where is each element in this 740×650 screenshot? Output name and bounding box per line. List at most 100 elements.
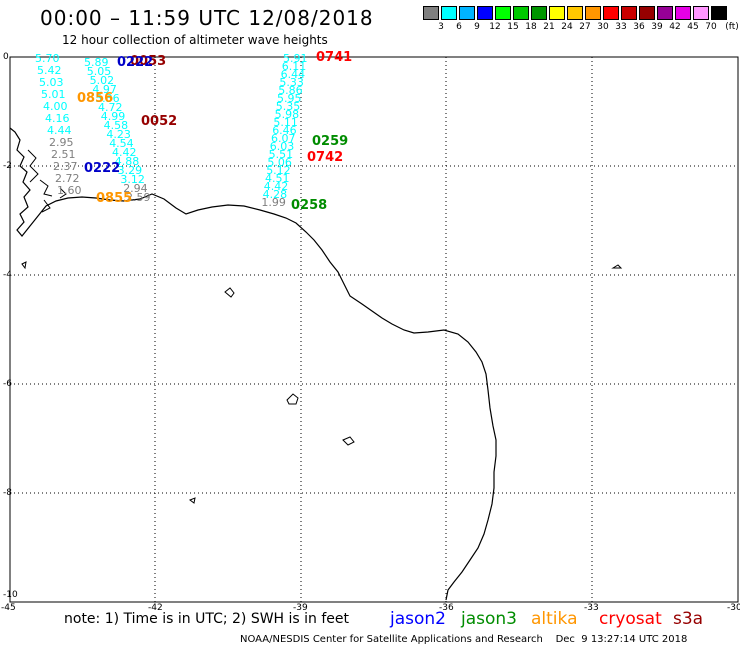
wave-height-value: 4.54 (109, 137, 134, 150)
wave-height-value: 4.99 (100, 110, 126, 123)
wave-height-value: 5.98 (274, 108, 300, 121)
wave-height-value: 5.06 (267, 156, 292, 169)
satellite-name: jason2 (390, 609, 446, 629)
legend-swatch (639, 6, 655, 20)
wave-height-value: 4.23 (106, 128, 131, 141)
satellite-name: altika (531, 609, 578, 629)
latitude-label: -8 (3, 488, 12, 498)
wave-height-value: 5.70 (35, 52, 60, 65)
legend-unit-label: (ft) (725, 22, 739, 32)
legend-level-label: 39 (651, 22, 663, 32)
legend-swatch (621, 6, 637, 20)
wave-height-value: 4.97 (92, 83, 117, 96)
legend-level-label: 18 (525, 22, 537, 32)
island (224, 287, 235, 298)
wave-height-value: 4.28 (262, 188, 288, 201)
wave-height-value: 5.95 (277, 92, 302, 105)
longitude-label: -45 (1, 603, 16, 613)
wave-height-value: 1.60 (57, 184, 82, 197)
latitude-label: -4 (3, 270, 12, 280)
wave-height-value: 2.59 (126, 191, 151, 204)
wave-height-value: 5.42 (37, 64, 62, 77)
legend-level-label: 70 (705, 22, 717, 32)
pass-time-label: 0222 (117, 55, 154, 70)
wave-height-value: 2.37 (53, 160, 78, 173)
wave-height-value: 3.29 (117, 164, 143, 177)
legend-swatch (549, 6, 565, 20)
latitude-label: -6 (3, 379, 12, 389)
legend-level-label: 6 (456, 22, 462, 32)
pass-time-label: 0856 (77, 91, 114, 106)
wave-height-value: 5.86 (278, 84, 303, 97)
wave-height-value: 4.00 (43, 100, 68, 113)
wave-height-value: 5.03 (39, 76, 64, 89)
legend-swatch (441, 6, 457, 20)
latitude-label: -10 (3, 590, 18, 600)
legend-level-label: 15 (507, 22, 519, 32)
legend-swatch (477, 6, 493, 20)
wave-height-value: 5.35 (275, 100, 301, 113)
map-frame (9, 56, 739, 603)
wave-height-value: 4.58 (103, 119, 129, 132)
legend-swatch (711, 6, 727, 20)
pass-time-label: 0742 (307, 150, 344, 165)
wave-height-value: 5.91 (283, 52, 308, 65)
pass-time-label: 0052 (141, 114, 178, 129)
pass-time-label: 0741 (316, 50, 353, 65)
island (286, 393, 299, 405)
legend-level-label: 36 (633, 22, 645, 32)
wave-height-value: 4.16 (45, 112, 70, 125)
wave-height-value: 2.51 (51, 148, 76, 161)
pass-time-label: 0053 (130, 54, 167, 69)
wave-height-value: 6.11 (281, 60, 307, 73)
wave-height-value: 5.33 (279, 76, 304, 89)
pass-time-label: 0222 (84, 161, 121, 176)
wave-height-value: 3.12 (120, 173, 145, 186)
satellite-name: s3a (673, 609, 704, 629)
legend-swatch (567, 6, 583, 20)
legend-swatch (459, 6, 475, 20)
wave-height-value: 5.02 (89, 74, 115, 87)
legend-swatch (603, 6, 619, 20)
wave-height-value: 6.03 (269, 140, 295, 153)
longitude-label: -30 (727, 603, 740, 613)
wave-height-value: 6.44 (280, 68, 306, 81)
wave-height-value: 6.07 (271, 132, 296, 145)
footer-note: note: 1) Time is in UTC; 2) SWH is in fe… (64, 611, 350, 627)
credit-line: NOAA/NESDIS Center for Satellite Applica… (240, 634, 688, 645)
legend-level-label: 33 (615, 22, 627, 32)
pass-time-label: 0855 (96, 191, 133, 206)
coastline (9, 127, 497, 601)
page-title: 00:00 – 11:59 UTC 12/08/2018 (40, 6, 374, 30)
wave-height-value: 4.72 (98, 101, 123, 114)
legend-swatch (495, 6, 511, 20)
wave-height-value: 4.88 (114, 155, 140, 168)
island (611, 264, 623, 269)
legend-swatch (585, 6, 601, 20)
legend-level-label: 45 (687, 22, 699, 32)
longitude-label: -39 (293, 603, 308, 613)
wave-height-value: 4.42 (112, 146, 137, 159)
coastline-detail (27, 149, 67, 213)
legend-swatch (675, 6, 691, 20)
wave-height-value: 4.44 (47, 124, 72, 137)
longitude-label: -33 (584, 603, 599, 613)
wave-height-value: 5.36 (95, 92, 120, 105)
longitude-label: -36 (439, 603, 454, 613)
wave-height-value: 6.46 (272, 124, 297, 137)
graticule (10, 57, 738, 602)
legend-level-label: 24 (561, 22, 573, 32)
latitude-label: 0 (3, 52, 9, 62)
wave-height-value: 5.12 (266, 164, 291, 177)
legend-level-label: 9 (474, 22, 480, 32)
legend-swatch (657, 6, 673, 20)
wave-height-value: 4.42 (263, 180, 289, 193)
longitude-label: -42 (148, 603, 163, 613)
satellite-name: jason3 (461, 609, 517, 629)
page-subtitle: 12 hour collection of altimeter wave hei… (62, 33, 328, 47)
island (21, 261, 27, 270)
island (188, 497, 196, 504)
latitude-label: -2 (3, 161, 12, 171)
legend-swatch (693, 6, 709, 20)
wave-height-value: 2.94 (123, 182, 148, 195)
